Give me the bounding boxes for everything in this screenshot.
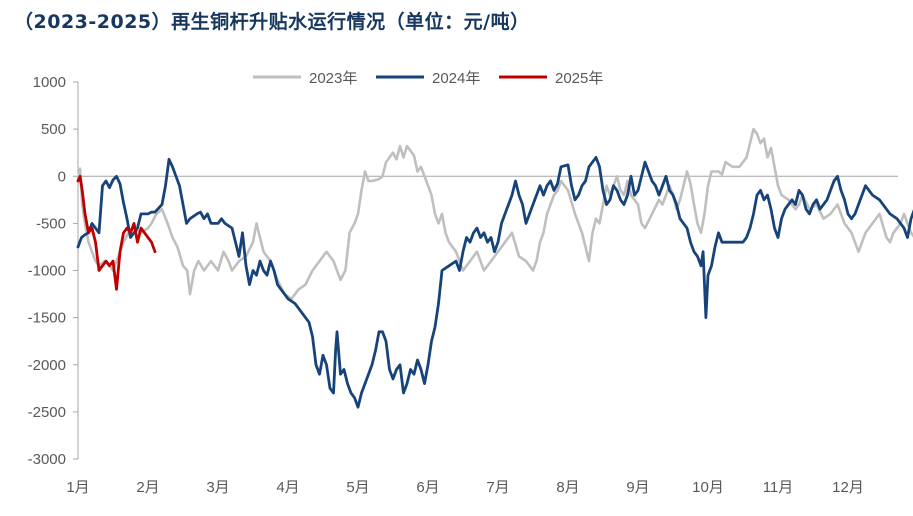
- legend-label: 2023年: [309, 70, 357, 87]
- x-tick-label: 10月: [692, 479, 724, 496]
- x-tick-label: 6月: [416, 479, 439, 496]
- legend-label: 2024年: [432, 70, 480, 87]
- y-tick-label: -500: [36, 215, 66, 232]
- y-tick-label: 0: [58, 168, 66, 185]
- legend-label: 2025年: [555, 70, 603, 87]
- y-tick-label: -2000: [28, 357, 66, 374]
- chart-title: （2023-2025）再生铜杆升贴水运行情况（单位：元/吨）: [14, 11, 530, 33]
- x-tick-label: 4月: [276, 479, 299, 496]
- y-tick-label: -3000: [28, 451, 66, 468]
- x-tick-label: 7月: [486, 479, 509, 496]
- series-line-2023年: [76, 127, 913, 301]
- x-tick-label: 9月: [626, 479, 649, 496]
- y-tick-label: 1000: [33, 74, 66, 91]
- x-tick-label: 5月: [346, 479, 369, 496]
- x-tick-label: 2月: [136, 479, 159, 496]
- series-line-2025年: [76, 174, 157, 291]
- y-tick-label: -1000: [28, 263, 66, 280]
- chart-legend: 2023年 2024年 2025年: [253, 70, 603, 87]
- chart-series-lines: [76, 127, 913, 409]
- y-tick-label: 500: [41, 121, 66, 138]
- x-tick-label: 12月: [832, 479, 864, 496]
- y-tick-label: -2500: [28, 404, 66, 421]
- x-tick-label: 3月: [206, 479, 229, 496]
- x-tick-label: 8月: [556, 479, 579, 496]
- x-tick-label: 1月: [66, 479, 89, 496]
- series-line-2024年: [76, 156, 913, 409]
- x-tick-label: 11月: [763, 479, 794, 496]
- y-tick-label: -1500: [28, 310, 66, 327]
